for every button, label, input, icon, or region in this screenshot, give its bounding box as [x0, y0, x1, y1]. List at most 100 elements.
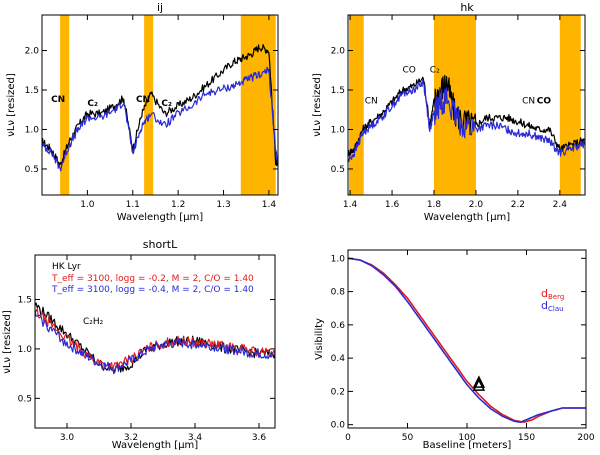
x-tick-label: 100	[458, 433, 475, 443]
x-axis-label: Wavelength [μm]	[117, 212, 204, 223]
y-tick-label: 1.0	[18, 345, 33, 355]
annotation-label: C₂H₂	[83, 317, 104, 327]
x-axis-label: Wavelength [μm]	[424, 212, 511, 223]
y-tick-label: 0.5	[331, 165, 345, 175]
x-tick-label: 2.0	[469, 200, 484, 210]
series-lines	[41, 43, 279, 172]
annotation-label: CN	[522, 96, 535, 106]
x-tick-label: 2.4	[553, 200, 568, 210]
x-tick-label: 1.6	[385, 200, 400, 210]
legend-clau-sub: Clau	[548, 305, 564, 313]
y-tick-label: 2.0	[331, 47, 346, 57]
y-tick-label: 0.4	[331, 354, 346, 364]
y-tick-label: 1.5	[331, 86, 345, 96]
annotation-label: C₂	[430, 66, 440, 76]
x-tick-label: 2.2	[511, 200, 525, 210]
y-tick-label: 1.0	[25, 125, 40, 135]
panel-title: shortL	[143, 238, 178, 251]
absorption-band	[240, 15, 276, 195]
legend-title: HK Lyr	[52, 262, 81, 272]
series-lines	[347, 74, 586, 163]
x-tick-label: 1.3	[216, 200, 230, 210]
annotations: CN C₂ CN C₂	[51, 95, 172, 109]
y-tick-label: 0.5	[25, 165, 39, 175]
x-tick-label: 150	[518, 433, 535, 443]
absorption-band	[559, 15, 581, 195]
series-line-observed	[34, 302, 276, 375]
legend-berg-sub: Berg	[548, 293, 564, 301]
panel-hk: hk 1.4 1.6 1.8 2.0 2.2 2.4 0.5 1.0 1.5 2.0 CO C₂ CN…	[312, 1, 586, 223]
legend-entry-b: T_eff = 3100, logg = -0.4, M = 2, C/O = …	[51, 285, 254, 295]
x-tick-label: 0	[345, 433, 351, 443]
panel-visibility: 0 50 100 150 200 0.0 0.2 0.4 0.6 0.8 1.0 dBerg dCl…	[314, 249, 595, 451]
legend-berg-name: d	[541, 287, 548, 300]
x-tick-label: 3.0	[60, 433, 75, 443]
ticks: 3.0 3.2 3.4 3.6 0.5 1.0 1.5	[18, 255, 275, 443]
y-tick-label: 2.0	[25, 47, 40, 57]
series-line-model-a	[34, 308, 276, 372]
y-axis-label: νLν [resized]	[2, 310, 13, 374]
x-axis-label: Wavelength [μm]	[112, 440, 199, 451]
y-tick-label: 0.5	[18, 394, 32, 404]
plot-frame	[347, 249, 587, 429]
series-line-d-berg	[347, 257, 586, 424]
annotation-label: C₂	[87, 99, 98, 109]
y-tick-label: 1.5	[25, 86, 39, 96]
panel-ij: ij 1.0 1.1 1.2 1.3 1.40.51.01.52.0 CN C₂ CN C₂ …	[6, 1, 279, 223]
series-line-d-clau	[347, 257, 586, 424]
plot-frame	[34, 254, 276, 429]
x-tick-label: 3.6	[252, 433, 267, 443]
x-axis-label: Baseline [meters]	[423, 440, 512, 451]
y-tick-label: 1.0	[331, 125, 346, 135]
x-tick-label: 200	[577, 433, 594, 443]
panel-shortL: shortL 3.0 3.2 3.4 3.6 0.5 1.0 1.5 C₂H₂ HK Lyr…	[2, 238, 276, 451]
x-tick-label: 1.4	[262, 200, 277, 210]
x-tick-label: 1.0	[80, 200, 95, 210]
series-line-model	[347, 79, 586, 163]
legend-clau: dClau	[541, 299, 564, 313]
annotation-label: CN	[51, 95, 65, 105]
ticks: 1.4 1.6 1.8 2.0 2.2 2.4 0.5 1.0 1.5 2.0	[331, 15, 585, 210]
annotation-label: CN	[136, 95, 150, 105]
x-tick-label: 50	[402, 433, 414, 443]
absorption-band	[144, 15, 154, 195]
absorption-band	[60, 15, 70, 195]
legend-entry-a: T_eff = 3100, logg = -0.2, M = 2, C/O = …	[51, 274, 254, 284]
series-line-model-b	[34, 310, 276, 374]
plot-frame	[41, 14, 279, 196]
ticks: 1.0 1.1 1.2 1.3 1.4 0.5 1.0 1.5 2.0	[25, 15, 278, 210]
panel-title: ij	[157, 1, 163, 14]
y-tick-label: 0.6	[331, 321, 346, 331]
series-lines	[34, 302, 276, 375]
annotation-label: CO	[403, 66, 416, 76]
y-tick-label: 0.0	[331, 421, 346, 431]
observation-markers	[472, 375, 486, 391]
absorption-band	[349, 15, 364, 195]
x-tick-label: 1.1	[126, 200, 140, 210]
x-tick-label: 1.8	[427, 200, 442, 210]
y-tick-label: 0.8	[331, 288, 346, 298]
annotation-label: C₂	[161, 99, 172, 109]
y-tick-label: 1.0	[331, 254, 346, 264]
y-axis-label: νLν [resized]	[6, 73, 17, 137]
plot-frame	[347, 14, 586, 196]
legend-berg: dBerg	[541, 287, 564, 301]
annotation-label: CO	[537, 96, 552, 106]
x-tick-label: 1.4	[343, 200, 358, 210]
y-axis-label: νLν [resized]	[312, 73, 323, 137]
annotation-label: CN	[365, 96, 378, 106]
y-tick-label: 0.2	[331, 387, 345, 397]
x-tick-label: 1.2	[171, 200, 185, 210]
legend-clau-name: d	[541, 299, 548, 312]
y-axis-label: Visibility	[314, 318, 325, 360]
panel-title: hk	[460, 1, 474, 14]
observation-marker	[472, 378, 486, 391]
legend: HK Lyr T_eff = 3100, logg = -0.2, M = 2,…	[51, 262, 254, 295]
series-line-model	[41, 66, 279, 172]
series-line-observed	[41, 43, 279, 167]
legend: dBerg dClau	[541, 287, 564, 313]
series-lines	[347, 257, 586, 424]
y-tick-label: 1.5	[18, 295, 32, 305]
